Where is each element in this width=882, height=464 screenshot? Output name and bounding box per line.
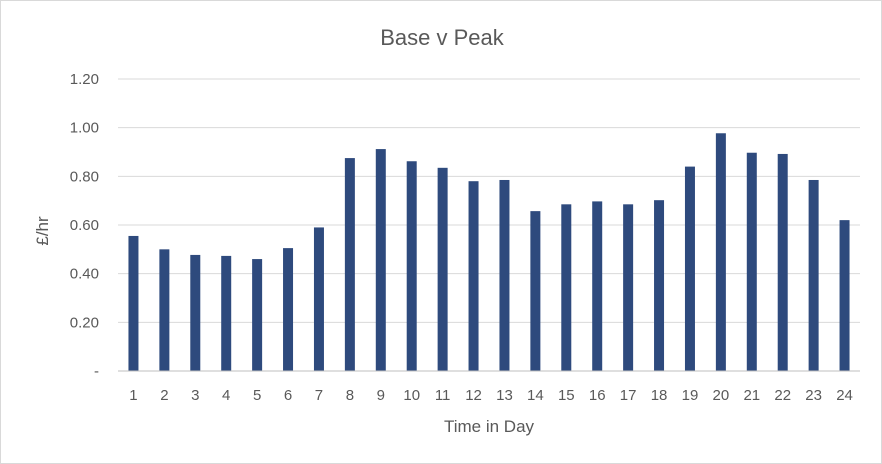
- bar: [777, 153, 788, 371]
- y-axis-label: £/hr: [33, 216, 52, 246]
- x-tick-label: 15: [558, 387, 575, 404]
- y-tick-label: 0.60: [70, 217, 99, 234]
- gridlines: [118, 78, 860, 323]
- bar: [128, 235, 139, 371]
- y-tick-label: 0.20: [70, 314, 99, 331]
- bar: [530, 211, 541, 371]
- bar: [839, 220, 850, 371]
- x-tick-label: 17: [620, 387, 637, 404]
- y-tick-label: 1.00: [70, 120, 99, 137]
- x-tick-label: 20: [713, 387, 730, 404]
- x-tick-label: 8: [346, 387, 354, 404]
- bar: [561, 204, 572, 371]
- bar: [499, 179, 510, 371]
- x-tick-label: 11: [435, 387, 451, 404]
- bar: [344, 158, 355, 371]
- x-tick-label: 14: [527, 387, 544, 404]
- x-tick-label: 6: [284, 387, 292, 404]
- bar: [654, 200, 665, 371]
- y-tick-label: 0.40: [70, 266, 99, 283]
- bar: [406, 161, 417, 371]
- bar: [437, 167, 448, 371]
- bar: [746, 152, 757, 371]
- x-tick-label: 5: [253, 387, 261, 404]
- x-tick-label: 7: [315, 387, 323, 404]
- x-tick-label: 19: [682, 387, 699, 404]
- bar: [623, 204, 634, 371]
- bar: [190, 254, 201, 371]
- x-tick-label: 9: [377, 387, 385, 404]
- bar: [468, 181, 479, 371]
- x-tick-label: 23: [805, 387, 822, 404]
- bar: [375, 149, 386, 371]
- x-tick-label: 13: [496, 387, 513, 404]
- bar: [715, 133, 726, 371]
- x-tick-label: 3: [191, 387, 199, 404]
- x-tick-label: 18: [651, 387, 668, 404]
- y-tick-label: 1.20: [70, 71, 99, 88]
- y-tick-label: -: [94, 363, 99, 380]
- bar: [252, 259, 263, 371]
- x-tick-label: 22: [774, 387, 791, 404]
- bar: [283, 248, 294, 371]
- x-tick-label: 1: [129, 387, 137, 404]
- x-tick-label: 21: [743, 387, 760, 404]
- x-tick-label: 12: [465, 387, 482, 404]
- bar: [159, 249, 170, 371]
- y-tick-label: 0.80: [70, 168, 99, 185]
- x-tick-label: 24: [836, 387, 853, 404]
- x-axis-ticks: 1 2 3 4 5 6 7 8 9 10 11 12 13 14 15 16 17 18 19 20 21 22 23 24: [129, 387, 853, 404]
- bar: [313, 227, 324, 371]
- x-tick-label: 16: [589, 387, 606, 404]
- x-axis-label: Time in Day: [444, 417, 535, 436]
- chart-title: Base v Peak: [380, 25, 505, 50]
- bar: [808, 179, 819, 371]
- bar: [684, 166, 695, 371]
- bar: [221, 255, 232, 371]
- x-tick-label: 4: [222, 387, 230, 404]
- bars: [128, 133, 850, 371]
- y-axis-ticks: - 0.20 0.40 0.60 0.80 1.00 1.20: [70, 71, 99, 380]
- x-tick-label: 10: [403, 387, 420, 404]
- bar: [592, 201, 603, 371]
- x-tick-label: 2: [160, 387, 168, 404]
